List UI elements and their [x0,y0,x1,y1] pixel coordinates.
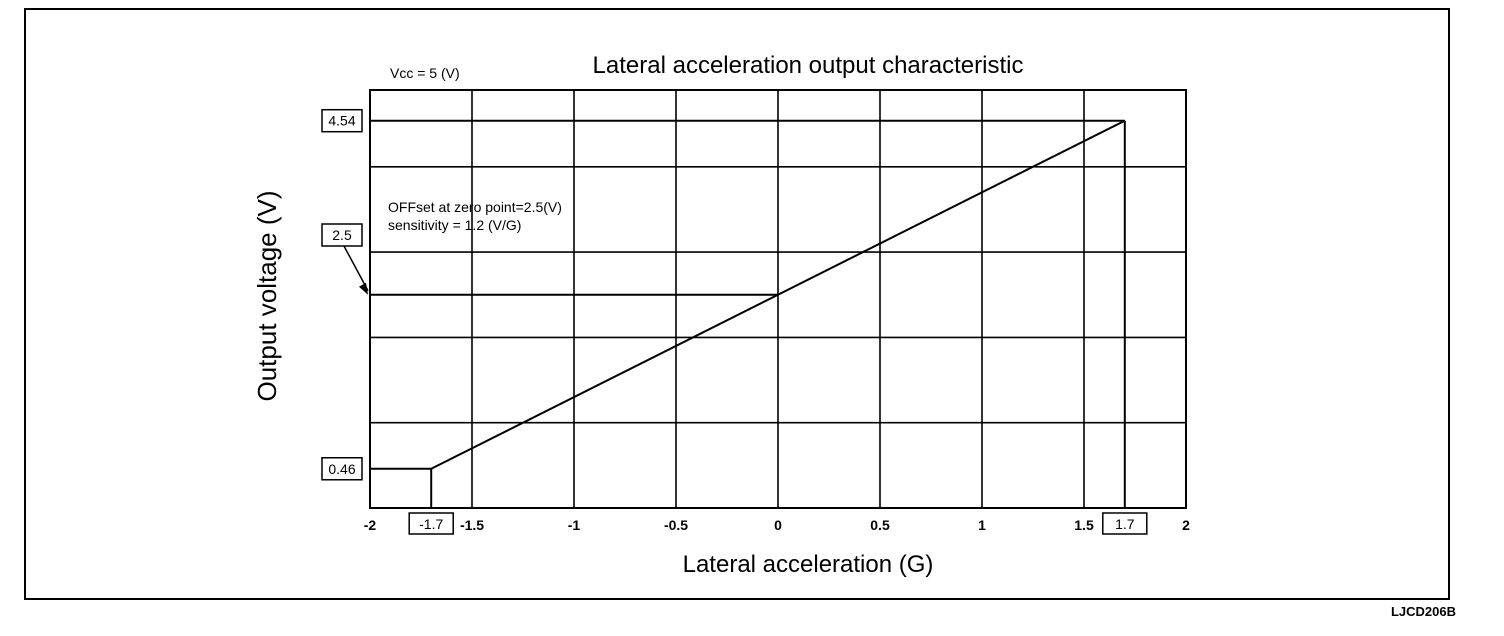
offset-note: OFFset at zero point=2.5(V) [388,199,562,215]
x-boxed-tick-label: -1.7 [419,516,443,532]
x-boxed-tick-box [1102,512,1148,535]
x-tick-label: 0 [774,517,782,533]
y-boxed-tick-box [321,457,363,481]
y-boxed-tick-box [321,108,363,133]
x-tick-label: -2 [364,517,377,533]
y-boxed-tick-box [321,223,363,247]
y-boxed-tick-label: 2.5 [332,227,352,243]
x-axis-label: Lateral acceleration (G) [683,551,934,578]
x-tick-label: -1 [568,517,581,533]
x-tick-label: 1.5 [1074,517,1094,533]
zero-point-arrow-head [359,282,368,295]
y-boxed-tick-label: 0.46 [328,461,355,477]
grid [370,90,1186,508]
x-tick-label: 1 [978,517,986,533]
x-boxed-tick-box [408,512,454,535]
y-tick-layer: 4.54 2.5 0.46 [321,108,369,481]
x-tick-label: 0.5 [870,517,890,533]
x-tick-layer: -2 -1.5 -1 -0.5 0 0.5 1 1.5 2 -1.7 1.7 [364,512,1190,535]
figure-code: LJCD206B [1390,604,1456,619]
chart-title: Lateral acceleration output characterist… [593,52,1024,79]
supply-voltage-note: Vcc = 5 (V) [390,65,460,81]
output-characteristic-line [430,119,1126,470]
series-layer [430,119,1126,470]
x-tick-label: 2 [1182,517,1190,533]
y-boxed-tick-label: 4.54 [328,113,355,129]
sensitivity-note: sensitivity = 1.2 (V/G) [388,217,521,233]
zero-point-arrow-line [343,245,369,292]
plot-area [369,89,1187,509]
x-tick-label: -1.5 [460,517,484,533]
x-tick-label: -0.5 [664,517,688,533]
figure-frame [24,8,1450,600]
y-axis-label: Output voltage (V) [252,191,282,402]
x-boxed-tick-label: 1.7 [1115,516,1135,532]
